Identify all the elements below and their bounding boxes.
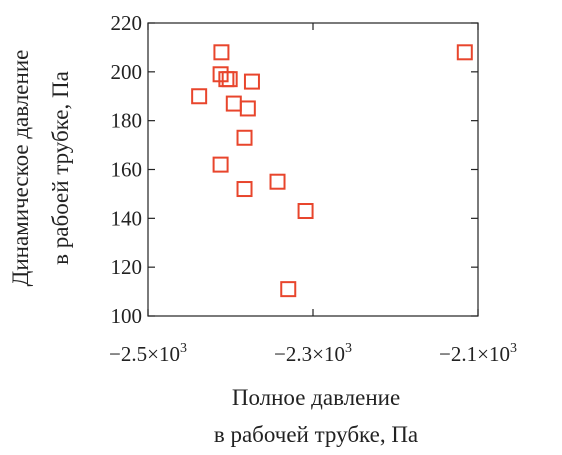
data-point (218, 71, 235, 88)
data-point (236, 129, 253, 146)
y-tick-label: 200 (111, 60, 143, 84)
data-point (221, 71, 238, 88)
data-point (280, 281, 297, 298)
tick-labels-group: 100 120 140 160 180 200 220 −2.5×103 −2.3×103 −2.… (109, 11, 517, 366)
plot-frame-group (147, 22, 479, 317)
data-point (269, 173, 286, 190)
data-point (213, 44, 230, 61)
data-point (243, 73, 260, 90)
y-axis-title-line2: в рабоей трубке, Па (48, 71, 73, 265)
x-tick-label: −2.5×103 (109, 341, 187, 366)
ticks-group (147, 22, 479, 317)
plot-frame (147, 22, 479, 317)
y-tick-label: 100 (111, 304, 143, 328)
data-point (297, 203, 314, 220)
points-group (191, 44, 473, 298)
data-point (239, 100, 256, 117)
y-tick-label: 160 (111, 158, 143, 182)
y-tick-label: 220 (111, 11, 143, 35)
y-tick-label: 140 (111, 206, 143, 230)
x-axis-title-line1: Полное давление (232, 385, 400, 410)
data-point (225, 95, 242, 112)
x-tick-label: −2.1×103 (439, 341, 517, 366)
data-point (236, 181, 253, 198)
y-axis-title-line1: Динамическое давление (8, 50, 33, 287)
data-point (191, 88, 208, 105)
y-tick-label: 120 (111, 255, 143, 279)
x-tick-label: −2.3×103 (274, 341, 352, 366)
data-point (212, 66, 229, 83)
data-point (456, 44, 473, 61)
data-point (212, 156, 229, 173)
x-axis-title-line2: в рабочей трубке, Па (214, 422, 418, 447)
y-tick-label: 180 (111, 109, 143, 133)
